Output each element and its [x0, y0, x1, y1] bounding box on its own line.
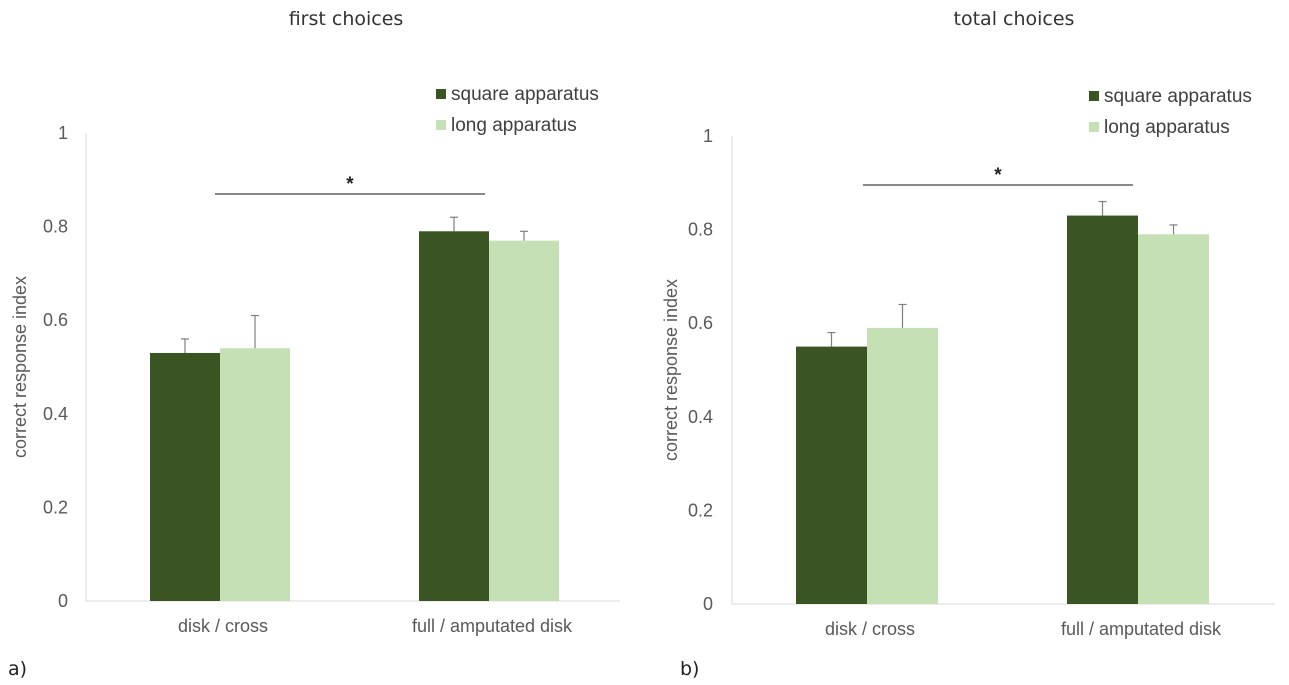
y-tick-label: 0.2 — [43, 497, 68, 517]
x-tick-label: full / amputated disk — [1061, 619, 1222, 639]
y-tick-label: 0.8 — [688, 220, 713, 240]
bar — [220, 348, 290, 601]
y-tick-label: 0.8 — [43, 217, 68, 237]
legend-label: square apparatus — [451, 84, 599, 105]
bar — [150, 352, 220, 601]
bar — [1067, 215, 1138, 604]
legend-swatch — [436, 120, 446, 130]
bar — [489, 240, 559, 601]
legend-label: long apparatus — [451, 115, 577, 136]
y-tick-label: 0.6 — [688, 313, 713, 333]
x-tick-label: disk / cross — [178, 616, 268, 636]
bar — [796, 346, 867, 604]
y-tick-label: 0 — [58, 591, 68, 611]
panel-b-title: total choices — [953, 8, 1075, 30]
bar — [419, 231, 489, 601]
y-tick-label: 1 — [703, 126, 713, 146]
legend-swatch — [1089, 122, 1099, 132]
y-tick-label: 0.4 — [43, 404, 68, 424]
x-tick-label: disk / cross — [825, 619, 915, 639]
legend-swatch — [1089, 91, 1099, 101]
x-tick-label: full / amputated disk — [412, 616, 573, 636]
y-axis-label: correct response index — [10, 276, 30, 458]
legend-label: long apparatus — [1104, 117, 1230, 138]
legend-label: square apparatus — [1104, 86, 1252, 107]
y-tick-label: 0.4 — [688, 407, 713, 427]
panel-b-label: b) — [680, 658, 700, 680]
y-axis-label: correct response index — [661, 279, 681, 461]
y-tick-label: 1 — [58, 123, 68, 143]
significance-marker: * — [346, 174, 354, 195]
y-tick-label: 0 — [703, 594, 713, 614]
y-tick-label: 0.2 — [688, 500, 713, 520]
panel-a-title: first choices — [288, 8, 404, 30]
panel-a-label: a) — [8, 658, 28, 680]
legend-swatch — [436, 89, 446, 99]
chart-panel-b: 0 0.2 0.4 0.6 0.8 1 correct response index disk… — [661, 86, 1275, 639]
bar — [867, 327, 938, 604]
bar — [1138, 234, 1209, 604]
chart-panel-a: 0 0.2 0.4 0.6 0.8 1 correct response index disk… — [10, 84, 620, 636]
significance-marker: * — [994, 165, 1002, 186]
y-tick-label: 0.6 — [43, 310, 68, 330]
